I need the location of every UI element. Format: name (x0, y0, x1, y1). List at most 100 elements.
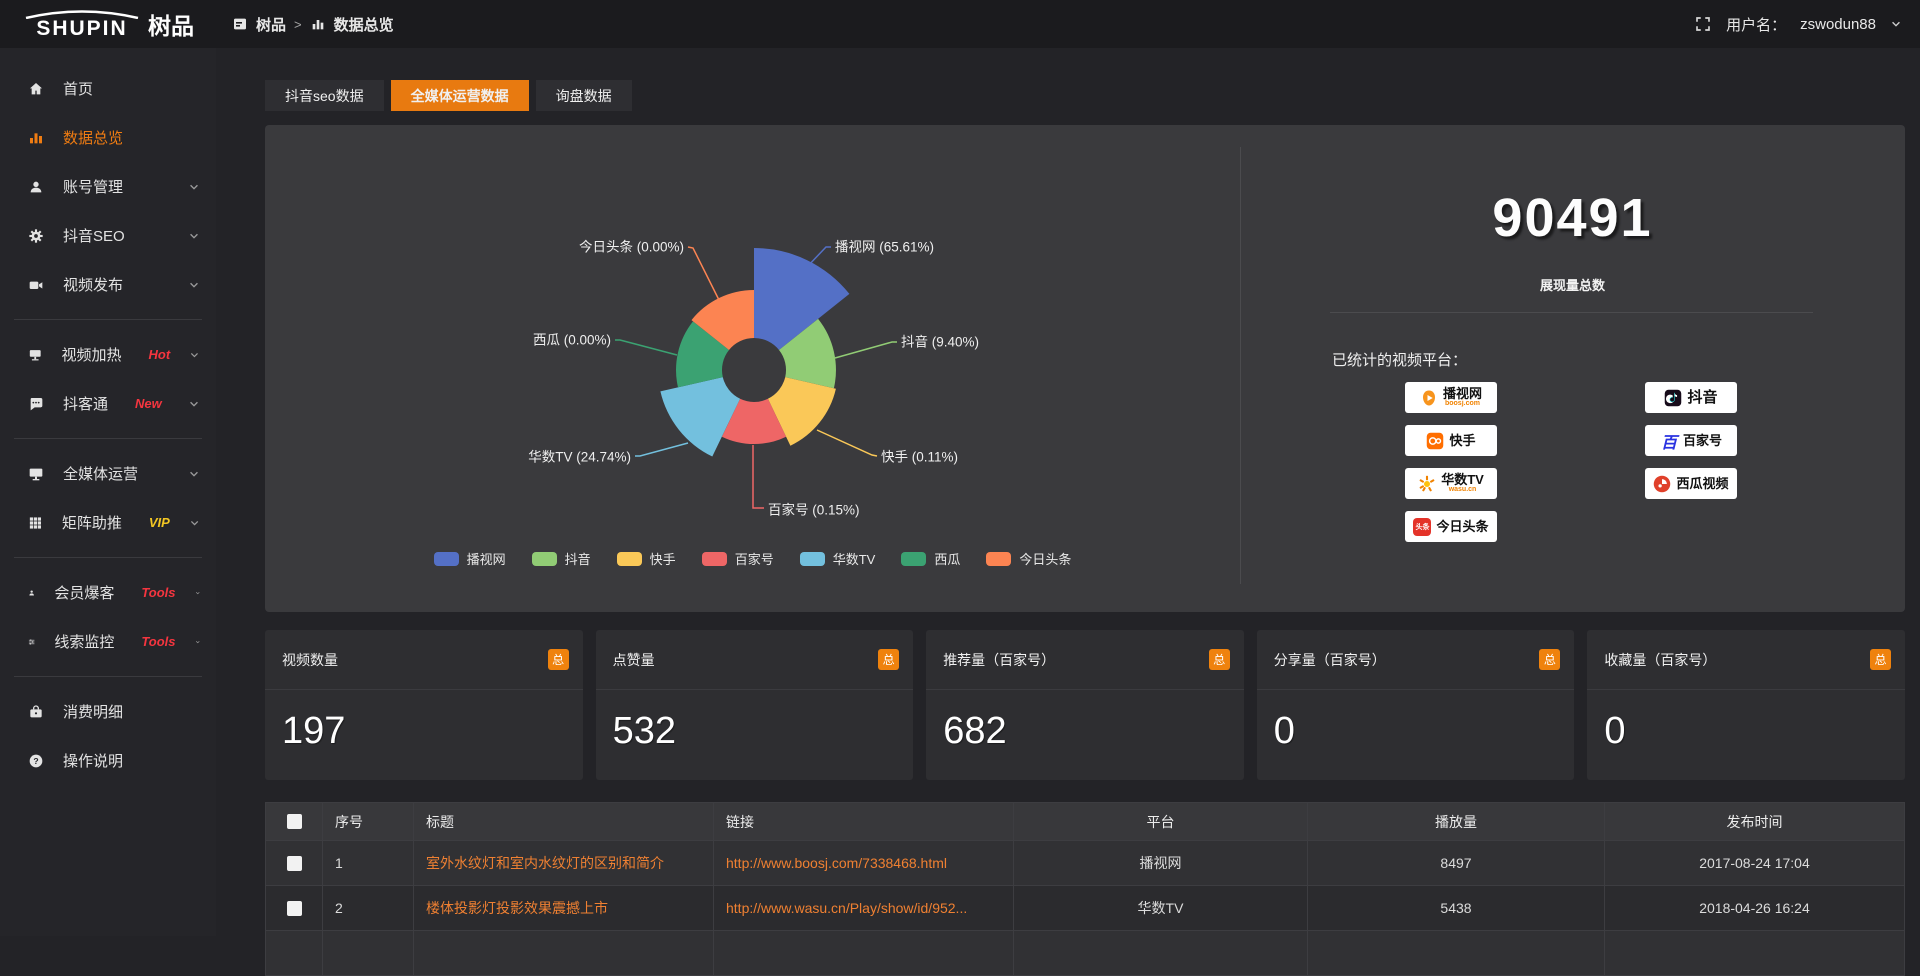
member-icon (28, 585, 35, 601)
pie-label: 今日头条 (0.00%) (579, 239, 684, 255)
pie-label-line (615, 340, 677, 355)
tab-inquiry-data[interactable]: 询盘数据 (536, 80, 632, 111)
card-value: 0 (1257, 690, 1575, 753)
vip-tag: VIP (149, 515, 170, 530)
tab-media-operation-data[interactable]: 全媒体运营数据 (391, 80, 529, 111)
select-all-checkbox[interactable] (287, 814, 302, 829)
col-header-link: 链接 (714, 803, 1014, 841)
legend-label: 百家号 (735, 549, 774, 568)
sidebar-item-label: 首页 (63, 78, 93, 99)
sidebar-item-douyin-seo[interactable]: 抖音SEO (0, 211, 216, 260)
sidebar-divider (14, 676, 202, 677)
pie-label-line (753, 445, 764, 508)
app-window-icon (232, 16, 248, 32)
sidebar-item-home[interactable]: 首页 (0, 64, 216, 113)
chat-bubble-icon (28, 396, 44, 412)
summary-divider (1330, 312, 1813, 313)
user-icon (28, 179, 44, 195)
user-menu-chevron-icon[interactable] (1890, 18, 1902, 30)
sidebar-item-account[interactable]: 账号管理 (0, 162, 216, 211)
sidebar-item-clue-monitor[interactable]: 线索监控 Tools (0, 617, 216, 666)
col-header-platform: 平台 (1014, 803, 1308, 841)
sidebar-item-member-baoke[interactable]: 会员爆客 Tools (0, 568, 216, 617)
data-tabs: 抖音seo数据 全媒体运营数据 询盘数据 (265, 80, 1905, 111)
video-camera-icon (28, 277, 44, 293)
monitor-heat-icon (28, 347, 42, 363)
chevron-down-icon (189, 517, 200, 529)
col-header-title: 标题 (414, 803, 714, 841)
video-table: 序号 标题 链接 平台 播放量 发布时间 1 室外水纹灯和室内水纹灯的区别和简介… (265, 802, 1905, 976)
legend-item[interactable]: 华数TV (800, 549, 876, 568)
chevron-down-icon (188, 468, 200, 480)
platform-badge-toutiao[interactable]: 头条 今日头条 (1405, 511, 1497, 542)
fullscreen-icon[interactable] (1694, 15, 1712, 33)
tab-douyin-seo-data[interactable]: 抖音seo数据 (265, 80, 384, 111)
legend-item[interactable]: 快手 (617, 549, 676, 568)
cell-title-link[interactable]: 楼体投影灯投影效果震撼上市 (414, 886, 714, 931)
logo-text-en: SHUPIN (36, 19, 127, 39)
sidebar-item-help[interactable]: ? 操作说明 (0, 736, 216, 785)
tools-tag: Tools (141, 585, 175, 600)
cell-title-link[interactable]: 室外水纹灯和室内水纹灯的区别和简介 (414, 841, 714, 886)
home-icon (28, 81, 44, 97)
username-value[interactable]: zswodun88 (1800, 16, 1876, 33)
cell-url-link[interactable]: http://www.boosj.com/7338468.html (714, 841, 1014, 886)
grid-icon (28, 515, 43, 531)
sidebar-divider (14, 319, 202, 320)
stat-card-likes: 点赞量总 532 (596, 630, 914, 780)
legend-item[interactable]: 西瓜 (901, 549, 960, 568)
cell-platform: 播视网 (1014, 841, 1308, 886)
stat-card-shares: 分享量（百家号）总 0 (1257, 630, 1575, 780)
cell-plays: 8497 (1308, 841, 1605, 886)
sidebar-item-label: 矩阵助推 (62, 512, 122, 533)
card-label: 分享量（百家号） (1274, 650, 1386, 670)
sidebar-item-matrix-boost[interactable]: 矩阵助推 VIP (0, 498, 216, 547)
legend-item[interactable]: 播视网 (434, 549, 506, 568)
pie-label-line (635, 443, 688, 456)
sidebar-item-label: 操作说明 (63, 750, 123, 771)
cell-platform: 华数TV (1014, 886, 1308, 931)
sidebar-item-video-heat[interactable]: 视频加热 Hot (0, 330, 216, 379)
hot-tag: Hot (148, 347, 170, 362)
rose-chart: 播视网 (65.61%)抖音 (9.40%)快手 (0.11%)百家号 (0.1… (265, 125, 1240, 612)
pie-label: 百家号 (0.15%) (768, 502, 860, 518)
platform-badge-kuaishou[interactable]: 快手 (1405, 425, 1497, 456)
legend-item[interactable]: 抖音 (532, 549, 591, 568)
row-checkbox[interactable] (287, 856, 302, 871)
baijiahao-logo-icon: 百 (1660, 432, 1678, 450)
card-label: 收藏量（百家号） (1604, 650, 1716, 670)
legend-item[interactable]: 百家号 (702, 549, 774, 568)
platform-name: 快手 (1449, 434, 1475, 447)
total-badge: 总 (1870, 649, 1891, 670)
gear-icon (28, 228, 44, 244)
legend-item[interactable]: 今日头条 (986, 549, 1071, 568)
legend-label: 抖音 (565, 549, 591, 568)
chevron-down-icon (188, 398, 200, 410)
sidebar-item-data-overview[interactable]: 数据总览 (0, 113, 216, 162)
sidebar-item-consumption-detail[interactable]: 消费明细 (0, 687, 216, 736)
sidebar-item-media-operation[interactable]: 全媒体运营 (0, 449, 216, 498)
platform-badge-xigua[interactable]: 西瓜视频 (1645, 468, 1737, 499)
pie-slice[interactable] (660, 377, 740, 456)
cell-url-link[interactable]: http://www.wasu.cn/Play/show/id/952... (714, 886, 1014, 931)
legend-swatch (702, 552, 727, 566)
monitor-icon (28, 466, 44, 482)
kuaishou-logo-icon (1426, 432, 1444, 450)
pie-label: 华数TV (24.74%) (528, 450, 631, 465)
sliders-icon (28, 634, 35, 650)
platform-name: 播视网 (1443, 387, 1482, 400)
platform-badge-douyin[interactable]: 抖音 (1645, 382, 1737, 413)
sidebar-item-video-publish[interactable]: 视频发布 (0, 260, 216, 309)
platform-badge-baijiahao[interactable]: 百 百家号 (1645, 425, 1737, 456)
row-checkbox[interactable] (287, 901, 302, 916)
sidebar-item-douketong[interactable]: 抖客通 New (0, 379, 216, 428)
breadcrumb-root[interactable]: 树品 (256, 14, 286, 35)
card-label: 推荐量（百家号） (943, 650, 1055, 670)
platform-name: 西瓜视频 (1676, 477, 1728, 490)
app-logo: SHUPIN 树品 (0, 7, 216, 41)
total-impressions-value: 90491 (1240, 187, 1905, 249)
bar-chart-icon (310, 16, 326, 32)
card-value: 532 (596, 690, 914, 753)
